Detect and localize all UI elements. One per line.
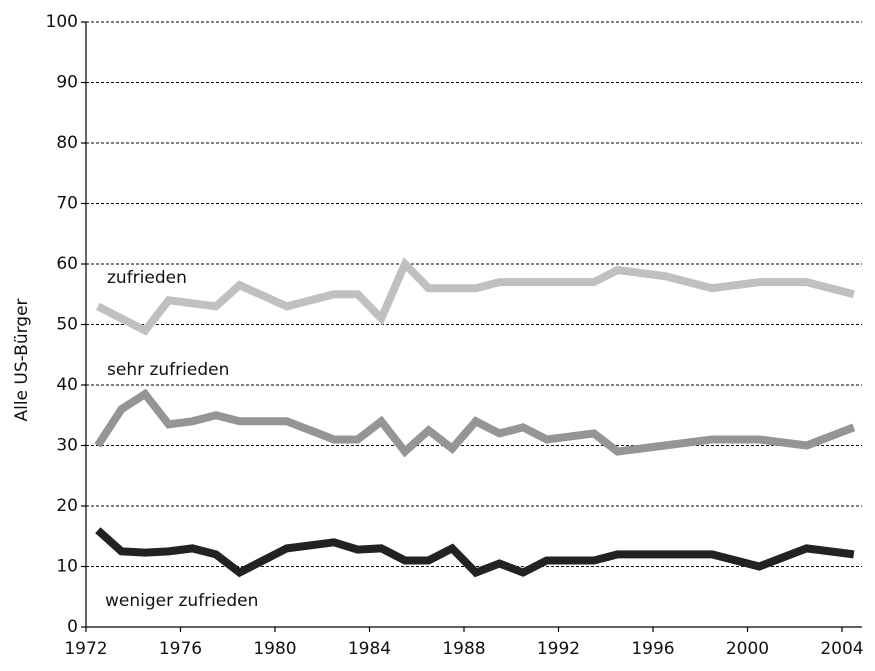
series-label: weniger zufrieden [105,591,258,611]
x-tick-label: 1984 [348,639,391,659]
y-axis-label: Alle US-Bürger [12,298,32,421]
y-tick-label: 50 [56,315,78,335]
series-line [94,388,856,458]
y-tick-label: 10 [56,557,78,577]
y-tick-label: 80 [56,133,78,153]
series-line [95,256,855,336]
y-tick-label: 100 [46,12,78,32]
x-tick-label: 1988 [442,639,485,659]
x-tick-label: 1996 [631,639,674,659]
y-tick-label: 20 [56,496,78,516]
y-tick-label: 40 [56,375,78,395]
y-tick-label: 30 [56,436,78,456]
y-tick-label: 0 [67,617,78,637]
x-tick-label: 1976 [159,639,202,659]
y-tick-label: 90 [56,73,78,93]
x-tick-label: 1980 [253,639,296,659]
x-tick-label: 1972 [64,639,107,659]
x-tick-label: 2004 [820,639,863,659]
y-tick-label: 70 [56,194,78,214]
y-tick-label: 60 [56,254,78,274]
x-tick-label: 2000 [726,639,769,659]
series-line [95,527,855,578]
series-label: zufrieden [107,268,187,288]
series-label: sehr zufrieden [107,360,229,380]
x-tick-label: 1992 [537,639,580,659]
